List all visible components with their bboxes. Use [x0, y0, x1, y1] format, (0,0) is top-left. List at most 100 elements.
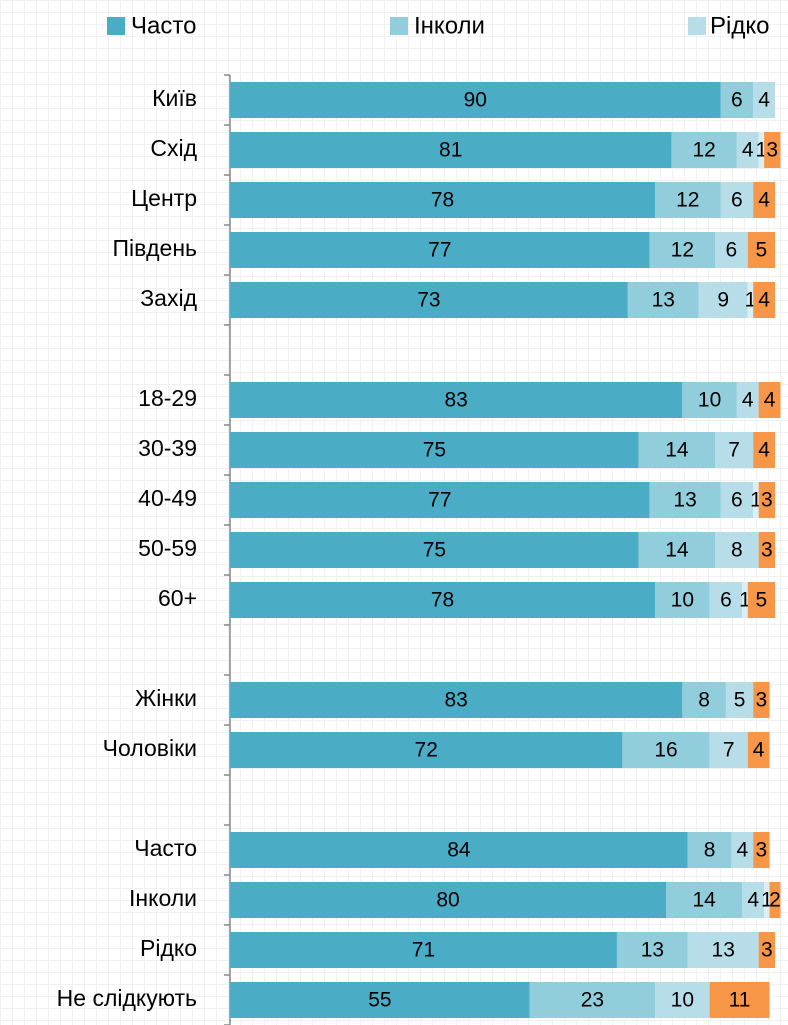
bar-segment	[753, 832, 770, 868]
bar-segment	[687, 832, 732, 868]
bar-segment	[747, 282, 754, 318]
category-label: 30-39	[138, 435, 197, 461]
value-label: 12	[692, 139, 715, 162]
category-label: 50-59	[138, 535, 197, 561]
value-label: 4	[753, 739, 765, 762]
value-label: 4	[758, 439, 770, 462]
value-label: 1	[756, 139, 768, 162]
bar-segment	[753, 182, 775, 218]
bar-segment	[736, 382, 759, 418]
value-label: 4	[742, 389, 754, 412]
bar-segment	[616, 932, 688, 968]
bar-segment	[529, 982, 656, 1018]
value-label: 6	[731, 189, 743, 212]
value-label: 8	[698, 689, 710, 712]
value-label: 2	[769, 889, 781, 912]
bar-segment	[753, 682, 770, 718]
bar-segment	[715, 432, 754, 468]
category-label: Часто	[134, 835, 197, 861]
legend-swatch	[390, 17, 408, 35]
bar-segment	[230, 882, 666, 918]
bar-segment	[655, 582, 710, 618]
category-label: 60+	[158, 585, 197, 611]
value-label: 3	[761, 489, 773, 512]
value-label: 81	[439, 139, 462, 162]
value-label: 7	[728, 439, 740, 462]
value-label: 83	[444, 689, 467, 712]
value-label: 10	[671, 989, 694, 1012]
value-label: 75	[423, 439, 446, 462]
bar-segment	[655, 182, 721, 218]
bar-segment	[230, 932, 617, 968]
value-label: 23	[581, 989, 604, 1012]
bar-segment	[230, 232, 650, 268]
bar-segment	[753, 282, 775, 318]
bar-segment	[230, 682, 683, 718]
category-label: Жінки	[135, 685, 197, 711]
bar-segment	[230, 282, 628, 318]
value-label: 4	[747, 889, 759, 912]
value-label: 3	[756, 839, 768, 862]
bar-segment	[230, 982, 530, 1018]
bar-segment	[736, 132, 759, 168]
category-label: 40-49	[138, 485, 197, 511]
legend-label: Інколи	[414, 12, 485, 39]
value-label: 14	[665, 539, 689, 562]
value-label: 3	[761, 939, 773, 962]
value-label: 1	[750, 489, 762, 512]
bar-segment	[758, 932, 775, 968]
value-label: 6	[720, 589, 732, 612]
value-label: 8	[731, 539, 743, 562]
value-label: 77	[428, 489, 451, 512]
bar-segment	[725, 682, 754, 718]
bar-segment	[230, 482, 650, 518]
bar-segment	[230, 382, 683, 418]
bar-segment	[731, 832, 754, 868]
bar-segment	[682, 682, 726, 718]
value-label: 7	[723, 739, 735, 762]
category-label: Центр	[131, 185, 197, 211]
value-label: 1	[761, 889, 773, 912]
value-label: 77	[428, 239, 451, 262]
value-label: 4	[758, 189, 770, 212]
category-label: Схід	[150, 135, 197, 161]
bar-segment	[682, 382, 737, 418]
value-label: 14	[692, 889, 716, 912]
category-label: Чоловіки	[103, 735, 197, 761]
value-label: 11	[729, 989, 751, 1012]
value-label: 4	[764, 389, 776, 412]
value-label: 3	[756, 689, 768, 712]
bar-segment	[747, 732, 770, 768]
bar-segment	[753, 482, 759, 518]
value-label: 1	[745, 289, 757, 312]
bar-segment	[622, 732, 710, 768]
bar-segment	[720, 182, 754, 218]
bar-segment	[698, 282, 748, 318]
category-label: Інколи	[129, 885, 197, 911]
value-label: 12	[676, 189, 699, 212]
value-label: 75	[423, 539, 446, 562]
category-label: Не слідкують	[57, 985, 197, 1011]
value-label: 55	[368, 989, 391, 1012]
bar-segment	[715, 232, 748, 268]
category-label: Південь	[113, 235, 198, 261]
legend-label: Часто	[131, 12, 196, 39]
bar-segment	[627, 282, 699, 318]
value-label: 10	[671, 589, 694, 612]
value-label: 84	[447, 839, 471, 862]
bar-segment	[230, 132, 672, 168]
category-label: Захід	[140, 285, 197, 311]
value-label: 13	[652, 289, 675, 312]
value-label: 13	[712, 939, 735, 962]
category-label: Рідко	[140, 935, 197, 961]
bar-segment	[753, 432, 775, 468]
value-label: 80	[436, 889, 459, 912]
bar-segment	[230, 532, 639, 568]
bar-segment	[742, 582, 748, 618]
value-label: 6	[731, 89, 743, 112]
value-label: 9	[717, 289, 729, 312]
bar-segment	[671, 132, 737, 168]
value-label: 3	[766, 139, 778, 162]
value-label: 10	[698, 389, 721, 412]
bar-segment	[758, 382, 781, 418]
